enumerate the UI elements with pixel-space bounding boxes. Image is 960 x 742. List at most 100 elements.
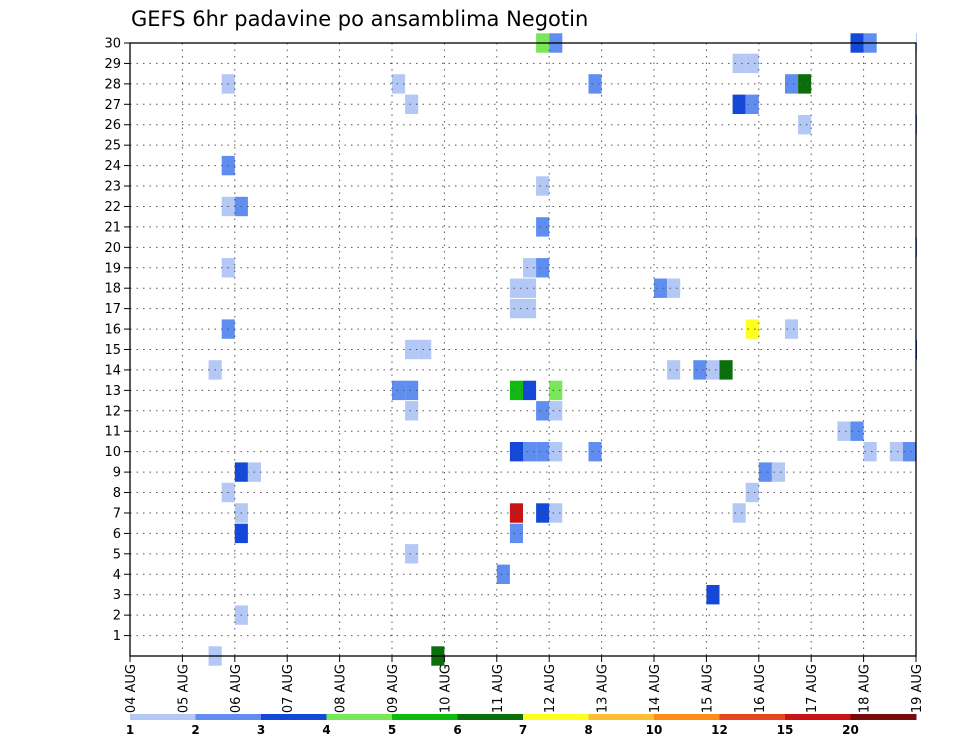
color-legend: 1 2 3 4 5 6 7 8 10 12 15 20 xyxy=(126,714,917,737)
heatmap-cell xyxy=(706,585,720,605)
heatmap-cell xyxy=(837,421,851,441)
heatmap-cell xyxy=(536,258,550,278)
legend-swatch xyxy=(654,714,720,720)
y-tick-label: 17 xyxy=(104,302,121,317)
heatmap-cell xyxy=(523,278,537,298)
heatmap-cell xyxy=(392,380,406,401)
heatmap-cell xyxy=(509,503,523,523)
y-tick-label: 7 xyxy=(113,506,121,521)
y-tick-label: 2 xyxy=(113,609,121,624)
y-tick-label: 27 xyxy=(104,98,121,113)
heatmap-cell xyxy=(405,339,419,360)
heatmap-cell xyxy=(771,462,785,482)
x-tick-label: 11 AUG xyxy=(491,664,506,713)
x-axis: 04 AUG 05 AUG 06 AUG 07 AUG 08 AUG 09 AUG 10 A… xyxy=(124,656,925,713)
legend-label: 1 xyxy=(126,723,134,737)
y-tick-label: 22 xyxy=(104,200,121,215)
x-tick-label: 19 AUG xyxy=(910,664,925,713)
heatmap-cell xyxy=(509,298,523,319)
y-tick-label: 9 xyxy=(113,466,121,481)
heatmap-cell xyxy=(693,360,707,380)
heatmap-cell xyxy=(667,278,681,298)
y-tick-label: 14 xyxy=(104,363,121,378)
heatmap-cell xyxy=(536,503,550,523)
y-tick-label: 20 xyxy=(104,241,121,256)
heatmap-cell xyxy=(496,564,510,584)
heatmap-cell xyxy=(732,503,746,523)
x-tick-label: 14 AUG xyxy=(648,664,663,713)
legend-swatch xyxy=(588,714,655,720)
legend-label: 20 xyxy=(842,723,859,737)
legend-label: 15 xyxy=(777,723,794,737)
x-tick-label: 10 AUG xyxy=(438,664,453,713)
heatmap-cell xyxy=(536,217,550,237)
y-tick-label: 13 xyxy=(104,384,121,399)
legend-swatch xyxy=(523,714,589,720)
heatmap-cell xyxy=(902,442,916,462)
y-tick-label: 16 xyxy=(104,323,121,338)
y-tick-label: 19 xyxy=(104,261,121,276)
heatmap-cell xyxy=(405,380,419,401)
heatmap-cell xyxy=(523,442,537,462)
heatmap-cell xyxy=(588,442,602,462)
x-tick-label: 09 AUG xyxy=(386,664,401,713)
x-tick-label: 12 AUG xyxy=(543,664,558,713)
grid-lines xyxy=(130,43,916,656)
legend-label: 3 xyxy=(257,723,265,737)
x-tick-label: 06 AUG xyxy=(229,664,244,713)
y-tick-label: 15 xyxy=(104,343,121,358)
y-tick-label: 29 xyxy=(104,57,121,72)
x-tick-label: 04 AUG xyxy=(124,664,139,713)
heatmap-cell xyxy=(536,442,550,462)
heatmap-cell xyxy=(758,462,772,482)
y-tick-label: 3 xyxy=(113,588,121,603)
y-tick-label: 4 xyxy=(113,568,121,583)
y-tick-label: 23 xyxy=(104,180,121,195)
legend-label: 5 xyxy=(388,723,396,737)
heatmap-cell xyxy=(785,74,799,94)
heatmap-cell xyxy=(863,442,877,462)
heatmap-cell xyxy=(509,278,523,298)
y-tick-label: 6 xyxy=(113,527,121,542)
heatmap-cell xyxy=(745,319,759,339)
y-tick-label: 5 xyxy=(113,547,121,562)
y-tick-label: 24 xyxy=(104,159,121,174)
legend-label: 8 xyxy=(584,723,592,737)
legend-label: 4 xyxy=(322,723,330,737)
x-tick-label: 17 AUG xyxy=(805,664,820,713)
x-tick-label: 16 AUG xyxy=(753,664,768,713)
heatmap-cell xyxy=(523,298,537,319)
x-tick-label: 15 AUG xyxy=(700,664,715,713)
heatmap-cell xyxy=(509,442,523,462)
heatmap-cell xyxy=(536,401,550,421)
x-tick-label: 08 AUG xyxy=(334,664,349,713)
heatmap-cell xyxy=(405,94,419,114)
heatmap-cell xyxy=(850,421,864,441)
heatmap-cell xyxy=(732,94,746,114)
legend-swatch xyxy=(326,714,393,720)
heatmap-cell xyxy=(654,278,668,298)
x-tick-label: 07 AUG xyxy=(281,664,296,713)
legend-swatch xyxy=(785,714,851,720)
legend-swatch xyxy=(130,714,196,720)
y-tick-label: 11 xyxy=(104,425,121,440)
legend-label: 10 xyxy=(646,723,663,737)
chart-title: GEFS 6hr padavine po ansamblima Negotin xyxy=(131,7,588,31)
heatmap-cell xyxy=(549,503,563,523)
legend-swatch xyxy=(195,714,262,720)
legend-label: 6 xyxy=(453,723,461,737)
heatmap-cell xyxy=(509,523,523,544)
heatmap-cell xyxy=(588,74,602,94)
y-tick-label: 28 xyxy=(104,77,121,92)
legend-swatch xyxy=(850,714,917,720)
heatmap-cell xyxy=(798,74,812,94)
y-tick-label: 10 xyxy=(104,445,121,460)
heatmap-cell xyxy=(523,380,537,401)
heatmap-cell xyxy=(798,115,812,135)
heatmap-cell xyxy=(392,74,406,94)
y-tick-label: 26 xyxy=(104,118,121,133)
y-tick-label: 25 xyxy=(104,139,121,154)
legend-swatch xyxy=(719,714,786,720)
heatmap-cell xyxy=(509,380,523,401)
